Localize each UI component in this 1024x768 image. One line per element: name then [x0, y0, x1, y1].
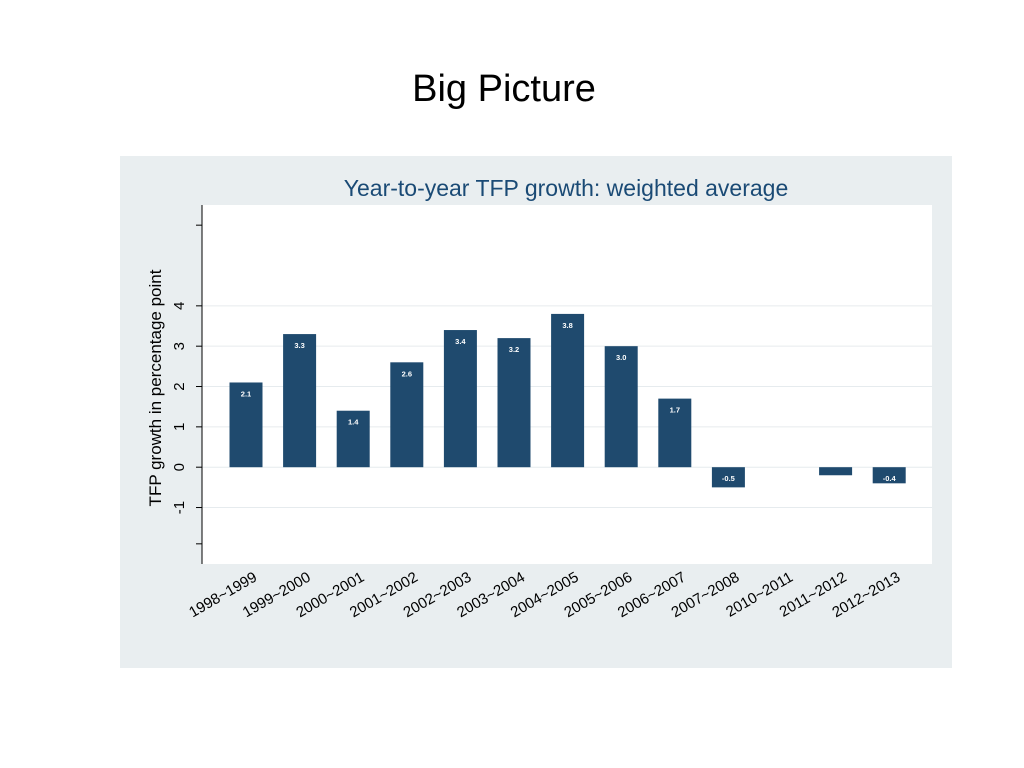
bar: [658, 398, 692, 468]
data-label: 1.7: [670, 406, 680, 415]
y-tick-label: 1: [171, 423, 188, 431]
data-label: 3.3: [294, 341, 304, 350]
bar: [390, 362, 424, 468]
bars: [229, 313, 906, 488]
data-label: 3.0: [616, 353, 626, 362]
data-label: 3.4: [455, 337, 466, 346]
bar-chart: Year-to-year TFP growth: weighted averag…: [146, 175, 932, 621]
data-label: 3.2: [509, 345, 519, 354]
y-axis-title: TFP growth in percentage point: [146, 269, 165, 506]
bar: [551, 313, 585, 468]
bar: [604, 346, 638, 468]
bar: [819, 467, 853, 476]
data-label: 3.8: [562, 321, 572, 330]
data-label: 2.1: [241, 389, 251, 398]
data-labels: 2.1 3.3 1.4 2.6 3.4 3.2 3.8 3.0 1.7 -0.5 -0.4: [241, 321, 897, 483]
bar: [283, 334, 317, 468]
data-label: -0.5: [722, 474, 735, 483]
bar: [872, 467, 906, 484]
bar: [229, 382, 263, 468]
bar: [497, 338, 531, 468]
chart-panel: Year-to-year TFP growth: weighted averag…: [120, 156, 952, 668]
slide-title: Big Picture: [412, 68, 596, 110]
bar: [711, 467, 745, 488]
y-ticks: -1 0 1 2 3 4: [171, 224, 202, 545]
y-tick-label: 0: [171, 463, 188, 471]
data-label: 1.4: [348, 418, 359, 427]
y-tick-label: 4: [171, 302, 188, 310]
bar: [443, 330, 477, 468]
y-tick-label: 3: [171, 342, 188, 350]
bar: [336, 410, 370, 468]
x-tick-labels: 1998~19991999~20002000~20012001~20022002…: [186, 569, 903, 621]
data-label: 2.6: [402, 369, 412, 378]
chart-title: Year-to-year TFP growth: weighted averag…: [344, 175, 789, 201]
y-tick-label: 2: [171, 382, 188, 390]
data-label: -0.4: [883, 474, 897, 483]
y-tick-label: -1: [171, 501, 188, 514]
